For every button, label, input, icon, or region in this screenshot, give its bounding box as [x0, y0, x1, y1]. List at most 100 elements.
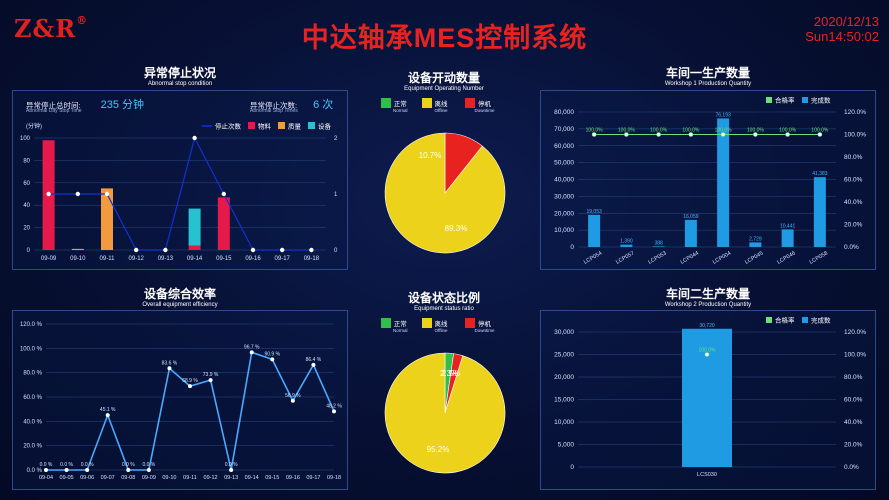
- oee-panel-title: 设备综合效率: [143, 287, 216, 301]
- legend-sublabel: Downtime: [474, 328, 495, 333]
- legend-swatch: [380, 98, 391, 108]
- y2-tick-label: 2: [334, 136, 338, 142]
- y2-tick-label: 100.0%: [844, 132, 866, 139]
- y-tick-label: 40.0 %: [23, 419, 42, 425]
- stop-times-stat: 异常停止次数: 6 次 Abnormal Stop Times: [250, 96, 333, 114]
- x-tick-label: 09-16: [245, 256, 261, 262]
- legend-label: 停止次数: [215, 122, 242, 131]
- bar-data-label: 41,383: [812, 171, 828, 177]
- legend-item: 离线 Offline: [421, 318, 448, 333]
- open-panel-header: 设备开动数量 Equipment Operating Number: [364, 72, 524, 93]
- y-tick-label: 0: [27, 248, 31, 254]
- oee-data-label: 68.9 %: [182, 378, 198, 384]
- pass-rate-label: 100.0%: [747, 128, 765, 134]
- stop-count-point: [192, 135, 197, 141]
- legend-label: 合格率: [775, 316, 795, 325]
- stop-count-point: [221, 191, 226, 197]
- stop-chart: (分钟) 0 20 40 60 80 100 0 1 2 09-09 09-10 09-11 09-12 0…: [20, 122, 338, 263]
- legend-row: 离线: [421, 98, 448, 108]
- pass-rate-label: 100.0%: [715, 128, 733, 134]
- legend-label: 停机: [478, 321, 492, 328]
- y2-tick-label: 40.0%: [844, 199, 863, 206]
- pass-rate-label: 100.0%: [682, 128, 700, 134]
- x-tick-label: LCP058: [809, 251, 829, 266]
- legend-sublabel: Offline: [434, 328, 448, 333]
- y2-tick-label: 60.0%: [844, 397, 863, 404]
- y2-tick-label: 120.0%: [844, 329, 866, 336]
- bar-data-label: 76,193: [715, 112, 731, 118]
- oee-data-label: 83.6 %: [162, 360, 178, 366]
- legend-label: 合格率: [775, 96, 795, 105]
- open-panel-title: 设备开动数量: [407, 71, 480, 85]
- y2-tick-label: 100.0%: [844, 352, 866, 359]
- open-panel-subtitle: Equipment Operating Number: [404, 86, 484, 92]
- ratio-panel-title: 设备状态比例: [407, 291, 480, 305]
- bar-data-label: 2,729: [749, 236, 762, 242]
- stop-count-point: [163, 247, 168, 253]
- open-pie-chart: 89.3% 10.7%: [384, 132, 506, 254]
- oee-point: [44, 468, 48, 472]
- x-tick-label: 09-17: [306, 475, 320, 481]
- ws2-panel-title: 车间二生产数量: [665, 287, 750, 301]
- stop-count-point: [75, 191, 80, 197]
- ratio-legend: 正常 Normal 离线 Offline 停机 Downtime: [380, 318, 495, 333]
- y2-tick-label: 120.0%: [844, 109, 866, 116]
- y-tick-label: 15,000: [554, 397, 574, 404]
- legend-sublabel: Offline: [434, 108, 448, 113]
- registered-mark: ®: [76, 14, 89, 27]
- pass-rate-label: 100.0%: [650, 128, 668, 134]
- y-tick-label: 0: [570, 244, 574, 251]
- legend-swatch: [766, 97, 772, 103]
- y-tick-label: 80,000: [554, 109, 574, 116]
- y-tick-label: 0.0 %: [27, 468, 43, 474]
- oee-point: [64, 468, 69, 472]
- legend-sublabel: Normal: [393, 328, 408, 333]
- y-tick-label: 120.0 %: [20, 322, 43, 328]
- legend-item: 正常 Normal: [380, 98, 408, 113]
- stop-panel-title: 异常停止状况: [143, 66, 216, 80]
- oee-point: [167, 366, 172, 371]
- x-tick-label: LCP053: [647, 251, 667, 266]
- bar-质量: [101, 188, 113, 250]
- pass-rate-label: 100.0%: [699, 348, 717, 354]
- stop-daytime-label: 异常停止总时间:: [26, 101, 81, 110]
- x-tick-label: 09-09: [41, 256, 57, 262]
- y-tick-label: 40: [23, 203, 30, 209]
- x-tick-label: 09-15: [265, 475, 279, 481]
- stop-daytime-stat: 异常停止总时间: 235 分钟 Abnormal Day Stop Time: [26, 96, 144, 114]
- legend-swatch: [380, 318, 391, 328]
- legend-swatch: [421, 318, 432, 328]
- pass-rate-point: [591, 132, 597, 137]
- pass-rate-point: [624, 132, 629, 137]
- legend-sublabel: Downtime: [474, 108, 495, 113]
- x-tick-label: LCP046: [776, 251, 796, 266]
- bar-物料: [188, 245, 201, 250]
- oee-point: [270, 357, 275, 362]
- pass-rate-label: 100.0%: [618, 128, 636, 134]
- bar-data-label: 30,720: [699, 323, 715, 329]
- legend-item: 停机 Downtime: [462, 98, 495, 113]
- pie-data-label: 2.5%: [442, 369, 460, 378]
- x-tick-label: 09-05: [60, 475, 74, 481]
- x-tick-label: 09-04: [39, 475, 53, 481]
- x-tick-label: 09-10: [70, 256, 86, 262]
- ratio-panel-subtitle: Equipment status ratio: [414, 306, 474, 312]
- stop-count-line: [48, 136, 312, 251]
- pass-rate-point: [688, 132, 694, 137]
- y-tick-label: 80: [23, 158, 30, 164]
- y-tick-label: 25,000: [554, 352, 574, 359]
- bar-complete: [588, 214, 601, 247]
- legend-label: 离线: [434, 321, 448, 328]
- y2-tick-label: 40.0%: [844, 419, 863, 426]
- pass-rate-label: 100.0%: [811, 128, 829, 134]
- pass-rate-point: [785, 132, 790, 137]
- bar-complete: [620, 244, 633, 247]
- ws2-panel-subtitle: Workshop 2 Production Quantity: [664, 302, 752, 308]
- clock-time: Sun14:50:02: [805, 29, 879, 44]
- stop-count-point: [46, 191, 51, 197]
- bar-complete: [682, 328, 732, 467]
- x-tick-label: 09-13: [158, 256, 174, 262]
- oee-data-label: 0.0 %: [122, 462, 135, 468]
- x-tick-label: 09-18: [304, 256, 320, 262]
- bar-data-label: 10,441: [780, 223, 796, 229]
